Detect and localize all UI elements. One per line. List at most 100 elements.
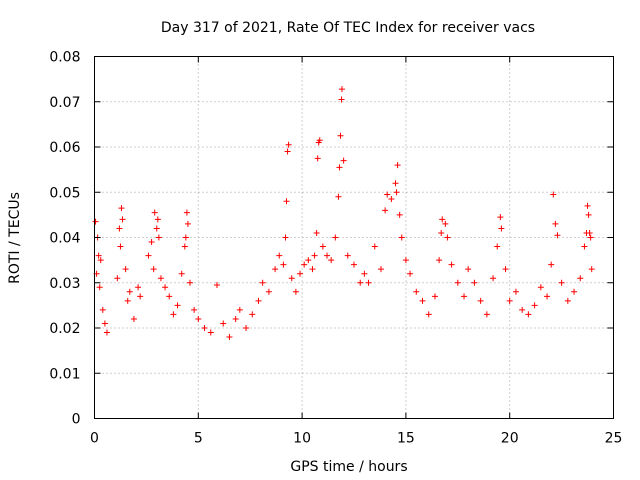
data-point (126, 288, 133, 295)
data-point (116, 225, 123, 232)
data-point (444, 234, 451, 241)
data-point (531, 302, 538, 309)
data-point (525, 311, 532, 318)
data-point (145, 252, 152, 259)
data-point (97, 257, 104, 264)
data-point (461, 293, 468, 300)
data-point (512, 288, 519, 295)
data-point (324, 252, 331, 259)
y-axis-title: ROTI / TECUs (7, 192, 23, 284)
grid-lines (94, 56, 614, 419)
data-point (191, 306, 198, 313)
x-axis-title: GPS time / hours (290, 459, 407, 475)
data-point (283, 198, 290, 205)
data-point (276, 252, 283, 259)
data-point (236, 306, 243, 313)
data-point (285, 141, 292, 148)
data-point (195, 315, 202, 322)
data-point (377, 266, 384, 273)
x-tick-label: 10 (293, 431, 311, 447)
y-tick-label: 0.06 (49, 140, 80, 156)
data-point (483, 311, 490, 318)
data-point (497, 214, 504, 221)
data-point (442, 220, 449, 227)
data-point (305, 257, 312, 264)
y-tick-label: 0.05 (49, 185, 80, 201)
x-tick-label: 25 (605, 431, 623, 447)
data-point (201, 325, 208, 331)
x-tick-label: 15 (397, 431, 415, 447)
data-point (431, 293, 438, 300)
data-point (544, 293, 551, 300)
data-point (577, 275, 584, 282)
data-point (338, 86, 345, 93)
data-point (119, 216, 126, 223)
data-point (170, 311, 177, 318)
data-point (498, 225, 505, 232)
data-point (344, 252, 351, 259)
data-point (554, 232, 561, 239)
x-tick-label: 20 (501, 431, 519, 447)
data-point (151, 209, 158, 216)
data-point (282, 234, 289, 241)
data-point (220, 320, 227, 327)
data-point (490, 275, 497, 282)
data-point (135, 284, 142, 291)
data-point (392, 180, 399, 187)
data-point (182, 234, 189, 241)
data-point (154, 216, 161, 223)
plot-frame (94, 56, 614, 419)
y-tick-label: 0.03 (49, 276, 80, 292)
data-point (265, 288, 272, 295)
data-point (371, 243, 378, 250)
data-point (153, 225, 160, 232)
data-point (338, 96, 345, 103)
data-point (174, 302, 181, 309)
data-point (207, 329, 214, 336)
data-point (438, 229, 445, 236)
x-tick-label: 5 (194, 431, 203, 447)
data-point (213, 282, 220, 289)
x-tick-label: 0 (90, 431, 99, 447)
data-point (407, 270, 414, 277)
chart-title: Day 317 of 2021, Rate Of TEC Index for r… (161, 20, 535, 36)
data-point (552, 220, 559, 227)
data-point (319, 243, 326, 250)
axis-ticks (94, 56, 614, 419)
data-point (178, 270, 185, 277)
data-point (586, 229, 593, 236)
data-point (226, 334, 233, 341)
data-point (477, 297, 484, 304)
data-point (502, 266, 509, 273)
data-point (365, 279, 372, 286)
data-point (311, 252, 318, 259)
data-point (337, 132, 344, 139)
data-point (413, 288, 420, 295)
data-point (314, 155, 321, 162)
data-point (402, 257, 409, 264)
data-point (340, 157, 347, 164)
data-point (335, 193, 342, 200)
data-point (297, 270, 304, 277)
data-point (124, 297, 131, 304)
data-point (316, 137, 323, 144)
y-tick-label: 0.08 (49, 50, 80, 66)
data-point (117, 243, 124, 250)
y-tick-label: 0 (72, 412, 81, 428)
y-tick-label: 0.02 (49, 321, 80, 337)
data-point (558, 279, 565, 286)
data-point (394, 162, 401, 169)
y-tick-label: 0.04 (49, 231, 80, 247)
data-point (584, 202, 591, 209)
data-point (439, 216, 446, 223)
data-point (118, 205, 125, 212)
data-point (95, 252, 102, 259)
data-point (157, 275, 164, 282)
data-point (471, 279, 478, 286)
y-tick-labels: 0 0.01 0.02 0.03 0.04 0.05 0.06 0.07 0.08 (49, 50, 80, 428)
data-point (96, 284, 103, 291)
data-point (388, 196, 395, 203)
data-point (571, 288, 578, 295)
data-point (384, 191, 391, 198)
y-tick-label: 0.01 (49, 366, 80, 382)
